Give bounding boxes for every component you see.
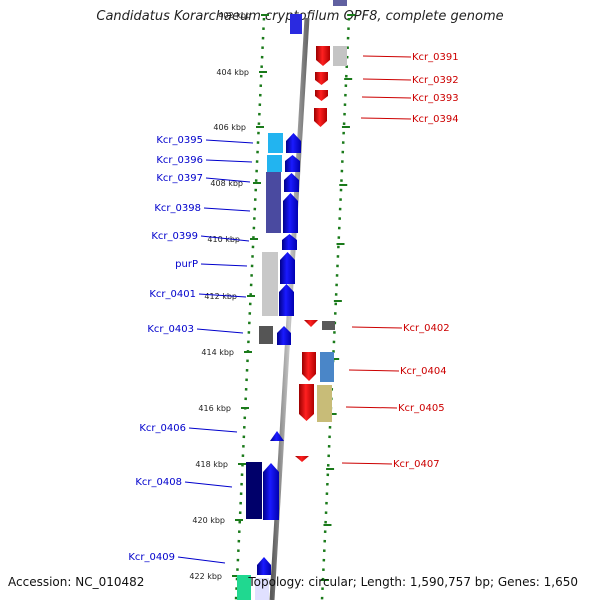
gene-block[interactable] <box>267 155 282 172</box>
gene-features <box>237 0 347 600</box>
gene-block[interactable] <box>280 252 295 284</box>
gene-label-kcr_0407[interactable]: Kcr_0407 <box>393 459 440 470</box>
gene-block[interactable] <box>284 173 299 192</box>
gene-label-kcr_0401[interactable]: Kcr_0401 <box>149 289 196 300</box>
kbp-tick-label: 408 kbp <box>210 179 243 188</box>
gene-leader-line <box>200 235 250 242</box>
gene-leader-line <box>196 328 244 334</box>
guide-track-left <box>234 17 266 600</box>
gene-leader-line <box>345 406 398 409</box>
gene-label-kcr_0396[interactable]: Kcr_0396 <box>156 155 203 166</box>
gene-label-kcr_0395[interactable]: Kcr_0395 <box>156 135 203 146</box>
gene-block[interactable] <box>322 321 335 330</box>
kbp-tick-label: 418 kbp <box>195 460 228 469</box>
gene-label-kcr_0402[interactable]: Kcr_0402 <box>403 323 450 334</box>
gene-label-kcr_0394[interactable]: Kcr_0394 <box>412 114 459 125</box>
kbp-tick-label: 404 kbp <box>216 68 249 77</box>
gene-label-kcr_0398[interactable]: Kcr_0398 <box>154 203 201 214</box>
gene-block[interactable] <box>285 155 300 172</box>
kbp-tick-label: 414 kbp <box>201 348 234 357</box>
kbp-axis: 402 kbp 404 kbp 406 kbp 408 kbp 410 kbp 412 k… <box>189 11 356 581</box>
gene-leader-line <box>198 293 247 298</box>
gene-leader-line <box>351 326 403 329</box>
gene-leader-line <box>200 263 248 267</box>
gene-block[interactable] <box>315 90 328 101</box>
gene-leader-line <box>341 462 393 465</box>
gene-block[interactable] <box>246 462 262 519</box>
gene-label-kcr_0406[interactable]: Kcr_0406 <box>139 423 186 434</box>
gene-block[interactable] <box>299 384 314 421</box>
gene-block[interactable] <box>268 133 283 153</box>
gene-label-kcr_0397[interactable]: Kcr_0397 <box>156 173 203 184</box>
guide-track-right <box>320 17 351 600</box>
kbp-tick-label: 406 kbp <box>213 123 246 132</box>
gene-block[interactable] <box>266 172 281 233</box>
gene-block[interactable] <box>255 578 269 600</box>
accession-text: Accession: NC_010482 <box>8 575 145 589</box>
gene-block[interactable] <box>314 108 327 127</box>
gene-block[interactable] <box>270 431 284 441</box>
gene-block[interactable] <box>286 133 301 153</box>
gene-block[interactable] <box>282 234 297 250</box>
gene-label-kcr_0409[interactable]: Kcr_0409 <box>128 552 175 563</box>
gene-label-kcr_0393[interactable]: Kcr_0393 <box>412 93 459 104</box>
gene-leader-line <box>184 481 233 488</box>
gene-leader-line <box>205 177 251 183</box>
gene-block[interactable] <box>317 385 332 422</box>
gene-block[interactable] <box>263 463 279 520</box>
gene-label-kcr_0392[interactable]: Kcr_0392 <box>412 75 459 86</box>
gene-leader-line <box>360 117 412 120</box>
gene-block[interactable] <box>304 320 318 327</box>
gene-block[interactable] <box>262 252 278 316</box>
kbp-tick-label: 402 kbp <box>218 11 251 20</box>
kbp-tick-label: 422 kbp <box>189 572 222 581</box>
gene-block[interactable] <box>302 352 316 381</box>
gene-leader-line <box>361 96 412 99</box>
gene-block[interactable] <box>277 326 291 345</box>
gene-block[interactable] <box>259 326 273 344</box>
topology-text: Topology: circular; Length: 1,590,757 bp… <box>248 575 578 589</box>
gene-block[interactable] <box>315 72 328 85</box>
gene-block[interactable] <box>290 14 302 34</box>
kbp-tick-label: 410 kbp <box>207 235 240 244</box>
gene-block[interactable] <box>333 0 347 6</box>
gene-block[interactable] <box>283 193 298 233</box>
gene-leader-line <box>188 427 238 433</box>
gene-labels: Kcr_0395 Kcr_0396 Kcr_0397 Kcr_0398 Kcr_0399… <box>128 52 459 564</box>
gene-leader-line <box>205 159 253 163</box>
gene-leader-line <box>203 207 251 212</box>
kbp-tick-label: 420 kbp <box>192 516 225 525</box>
gene-block[interactable] <box>257 557 271 575</box>
gene-block[interactable] <box>295 456 309 462</box>
gene-label-kcr_0391[interactable]: Kcr_0391 <box>412 52 459 63</box>
kbp-tick-label: 416 kbp <box>198 404 231 413</box>
gene-label-purp[interactable]: purP <box>175 259 198 270</box>
gene-block[interactable] <box>237 575 251 600</box>
gene-block[interactable] <box>333 46 347 66</box>
gene-label-kcr_0405[interactable]: Kcr_0405 <box>398 403 445 414</box>
gene-leader-line <box>348 369 400 372</box>
gene-leader-line <box>362 78 412 81</box>
gene-leader-line <box>362 55 412 58</box>
gene-label-kcr_0404[interactable]: Kcr_0404 <box>400 366 447 377</box>
gene-block[interactable] <box>316 46 330 66</box>
kbp-tick-label: 412 kbp <box>204 292 237 301</box>
gene-block[interactable] <box>279 284 294 316</box>
gene-label-kcr_0403[interactable]: Kcr_0403 <box>147 324 194 335</box>
gene-label-kcr_0408[interactable]: Kcr_0408 <box>135 477 182 488</box>
gene-leader-line <box>205 139 254 144</box>
gene-block[interactable] <box>320 352 334 382</box>
gene-label-kcr_0399[interactable]: Kcr_0399 <box>151 231 198 242</box>
gene-leader-line <box>177 556 226 564</box>
